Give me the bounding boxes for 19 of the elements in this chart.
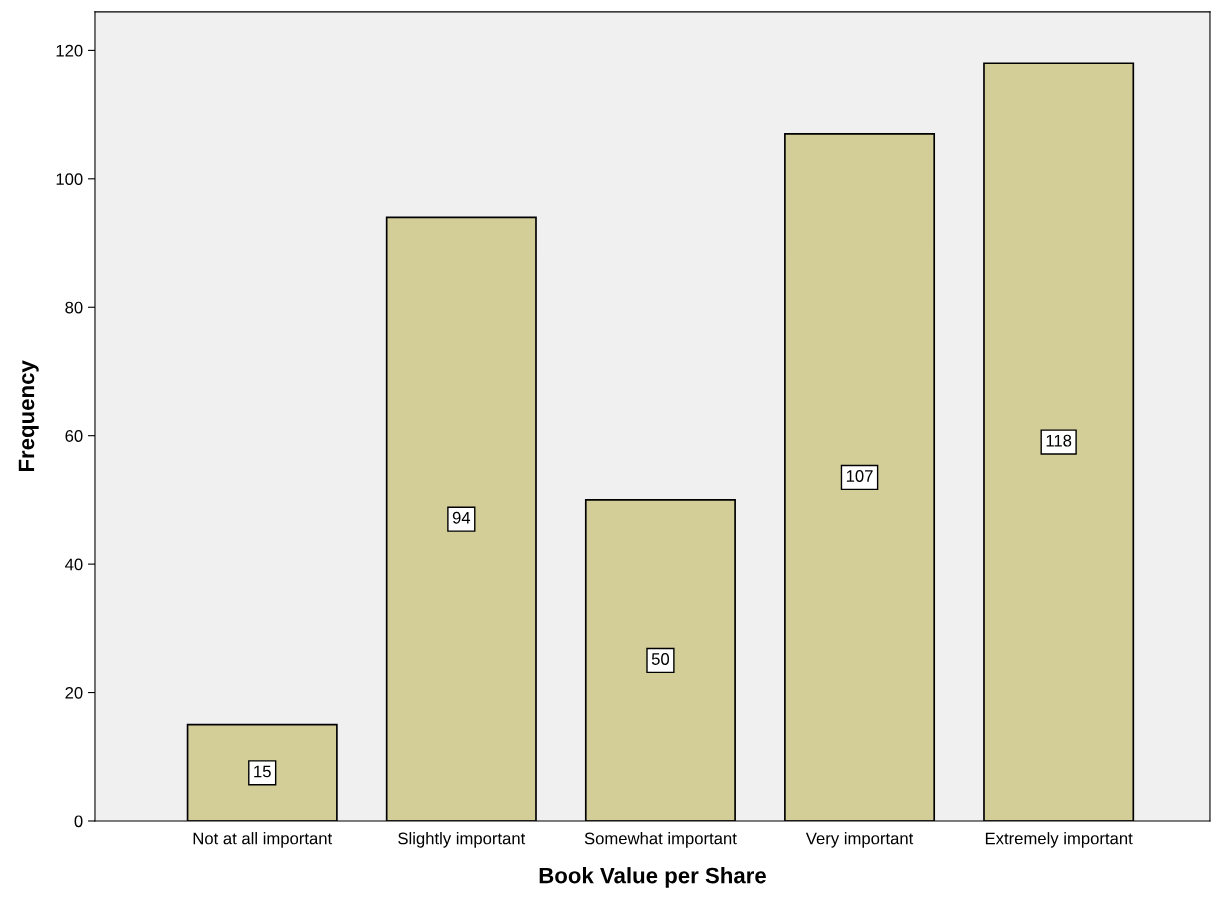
y-tick-label: 40 xyxy=(65,558,83,571)
y-axis-title: Frequency xyxy=(18,360,39,472)
y-tick-label: 100 xyxy=(56,173,83,186)
y-tick-label: 20 xyxy=(65,686,83,699)
data-label: 107 xyxy=(846,470,873,482)
data-label: 118 xyxy=(1046,434,1072,447)
x-tick-label: Somewhat important xyxy=(584,832,737,848)
y-tick-label: 80 xyxy=(65,301,83,314)
y-tick-label: 60 xyxy=(65,430,83,442)
y-tick-label: 120 xyxy=(56,44,83,57)
data-label: 94 xyxy=(452,511,471,524)
data-label: 15 xyxy=(254,765,271,778)
x-axis-title: Book Value per Share xyxy=(539,867,766,888)
x-tick-label: Slightly important xyxy=(398,832,526,848)
x-tick-label: Very important xyxy=(805,832,914,848)
y-tick-label: 0 xyxy=(74,815,83,828)
data-label: 50 xyxy=(651,653,670,665)
x-tick-label: Not at all important xyxy=(193,832,333,848)
x-tick-label: Extremely important xyxy=(985,832,1133,848)
